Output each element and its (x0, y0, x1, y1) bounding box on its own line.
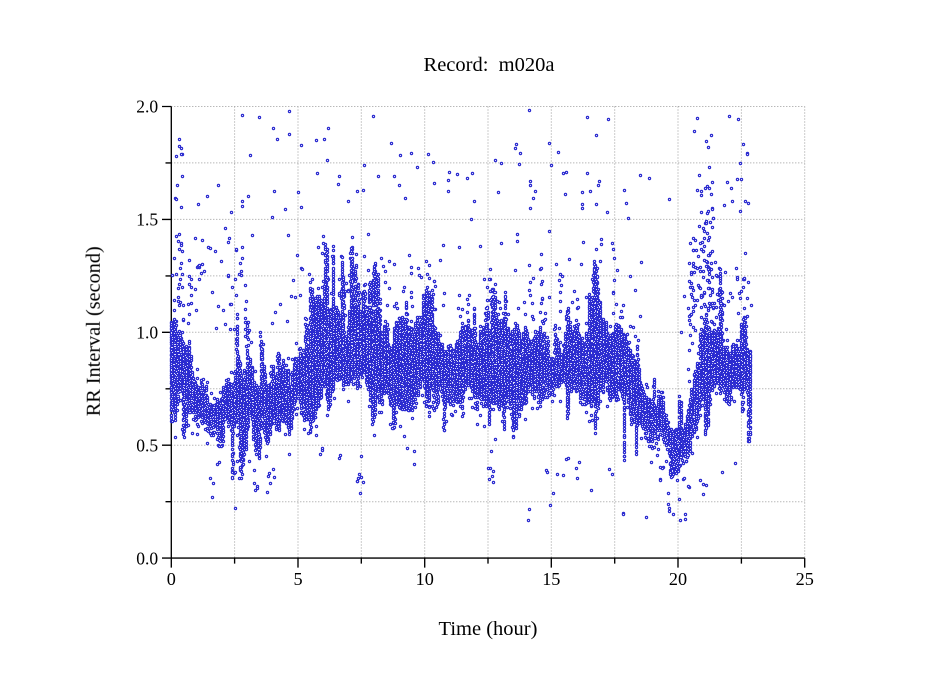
svg-text:1.5: 1.5 (136, 210, 158, 230)
svg-text:20: 20 (669, 569, 687, 589)
svg-text:25: 25 (796, 569, 814, 589)
svg-text:Record: m020a: Record: m020a (424, 54, 555, 76)
svg-text:1.0: 1.0 (136, 323, 158, 343)
svg-text:0.5: 0.5 (136, 435, 158, 455)
svg-text:10: 10 (416, 569, 434, 589)
svg-text:0: 0 (167, 569, 176, 589)
svg-text:RR Interval (second): RR Interval (second) (83, 246, 105, 416)
svg-text:15: 15 (542, 569, 560, 589)
svg-text:0.0: 0.0 (136, 548, 158, 568)
svg-text:5: 5 (293, 569, 302, 589)
svg-text:Time (hour): Time (hour) (439, 618, 538, 640)
svg-text:2.0: 2.0 (136, 97, 158, 117)
